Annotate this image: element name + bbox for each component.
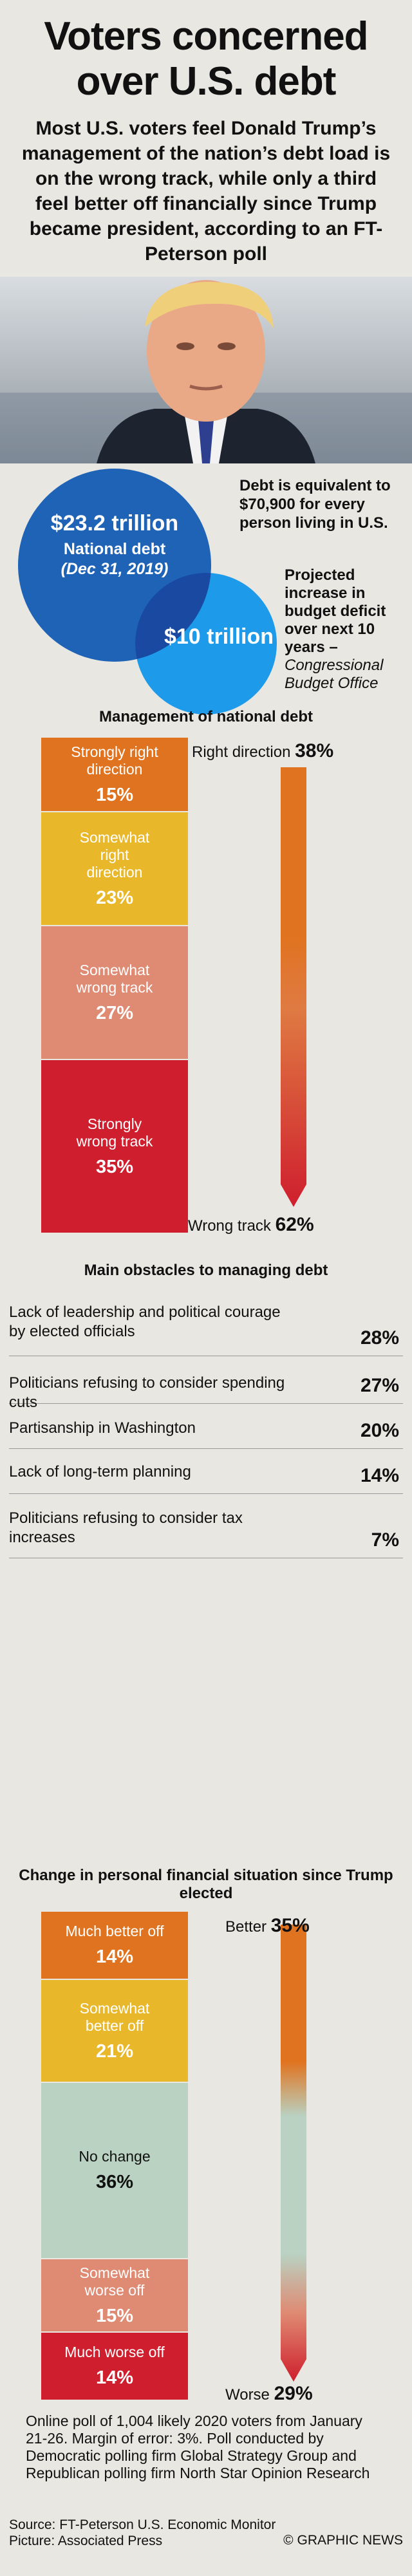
bar-segment: Somewhat better off 21% bbox=[41, 1980, 188, 2083]
bar-segment-value: 35% bbox=[95, 1156, 134, 1177]
bar-segment-value: 15% bbox=[95, 784, 134, 805]
bar-segment: Strongly wrong track 35% bbox=[41, 1060, 188, 1234]
title-line-2: over U.S. debt bbox=[76, 59, 337, 104]
bar-segment: Strongly right direction 15% bbox=[41, 738, 188, 812]
better-label: Better bbox=[225, 1918, 267, 1936]
deficit-note-text: Projected increase in budget deficit ove… bbox=[285, 566, 386, 656]
bar-segment: Much better off 14% bbox=[41, 1912, 188, 1980]
finance-chart-title: Change in personal financial situation s… bbox=[19, 1867, 393, 1902]
obstacle-row: Partisanship in Washington 20% bbox=[9, 1410, 403, 1449]
worse-label: Worse bbox=[225, 2386, 270, 2403]
obstacle-label: Politicians refusing to consider spendin… bbox=[9, 1374, 285, 1411]
bar-segment-value: 23% bbox=[95, 887, 134, 908]
bar-segment-value: 21% bbox=[95, 2040, 134, 2062]
bar-segment-label: Somewhat right direction bbox=[79, 828, 150, 881]
obstacle-row: Politicians refusing to consider tax inc… bbox=[9, 1500, 403, 1558]
source-line: Source: FT-Peterson U.S. Economic Monito… bbox=[9, 2517, 276, 2532]
circle-overlap bbox=[135, 573, 211, 662]
bar-segment-label: No change bbox=[79, 2148, 151, 2165]
bar-segment-label: Somewhat better off bbox=[79, 1999, 150, 2034]
bar-segment-label: Strongly wrong track bbox=[76, 1115, 153, 1150]
deficit-note: Projected increase in budget deficit ove… bbox=[285, 566, 410, 693]
portrait-illustration bbox=[0, 277, 412, 463]
bar-segment-value: 14% bbox=[95, 2367, 134, 2388]
picture-credit: Picture: Associated Press bbox=[9, 2534, 163, 2548]
bar-segment-value: 14% bbox=[95, 1946, 134, 1967]
bar-segment-label: Strongly right direction bbox=[71, 743, 158, 778]
right-direction-total: Right direction 38% bbox=[192, 740, 333, 762]
bar-segment: Somewhat right direction 23% bbox=[41, 812, 188, 926]
bar-segment-label: Somewhat worse off bbox=[79, 2264, 150, 2299]
better-value: 35% bbox=[270, 1915, 310, 1936]
bar-segment-value: 27% bbox=[95, 1002, 134, 1023]
wrong-track-label: Wrong track bbox=[188, 1217, 271, 1235]
management-chart-title: Management of national debt bbox=[98, 708, 313, 725]
bar-segment: Much worse off 14% bbox=[41, 2333, 188, 2401]
obstacles-title: Main obstacles to managing debt bbox=[84, 1262, 328, 1279]
national-debt-date: (Dec 31, 2019) bbox=[61, 560, 169, 578]
bar-segment: Somewhat wrong track 27% bbox=[41, 926, 188, 1060]
deficit-note-source: Congressional Budget Office bbox=[285, 657, 384, 692]
deficit-value: $10 trillion bbox=[164, 624, 274, 649]
obstacle-row: Lack of long-term planning 14% bbox=[9, 1453, 403, 1494]
credits: Source: FT-Peterson U.S. Economic Monito… bbox=[9, 2517, 402, 2549]
national-debt-label: National debt (Dec 31, 2019) bbox=[37, 539, 192, 579]
wrong-track-value: 62% bbox=[275, 1214, 314, 1235]
debt-section: $23.2 trillion National debt (Dec 31, 20… bbox=[0, 463, 412, 714]
poll-footnote: Online poll of 1,004 likely 2020 voters … bbox=[26, 2413, 370, 2481]
finance-arrow bbox=[281, 1925, 306, 2382]
management-arrow bbox=[281, 767, 306, 1207]
obstacle-label: Partisanship in Washington bbox=[9, 1419, 196, 1437]
obstacle-row: Lack of leadership and political courage… bbox=[9, 1294, 403, 1356]
obstacle-value: 20% bbox=[360, 1420, 399, 1441]
right-direction-value: 38% bbox=[295, 740, 334, 761]
obstacle-label: Lack of long-term planning bbox=[9, 1463, 191, 1480]
obstacle-value: 27% bbox=[360, 1375, 399, 1396]
management-bar: Strongly right direction 15% Somewhat righ… bbox=[41, 738, 188, 1234]
graphic-news-logo: © GRAPHIC NEWS bbox=[283, 2533, 403, 2548]
obstacle-label: Politicians refusing to consider tax inc… bbox=[9, 1509, 243, 1546]
right-direction-label: Right direction bbox=[192, 743, 291, 761]
bar-segment-value: 15% bbox=[95, 2305, 134, 2326]
worse-value: 29% bbox=[274, 2383, 313, 2404]
finance-bar: Much better off 14% Somewhat better off 21%… bbox=[41, 1912, 188, 2401]
obstacle-value: 7% bbox=[371, 1529, 399, 1551]
obstacle-value: 14% bbox=[360, 1465, 399, 1486]
title-line-1: Voters concerned bbox=[44, 14, 368, 59]
worse-total: Worse 29% bbox=[225, 2383, 313, 2405]
bar-segment-label: Much worse off bbox=[64, 2344, 165, 2360]
trump-photo bbox=[0, 277, 412, 463]
bar-segment-label: Much better off bbox=[65, 1923, 164, 1939]
debt-per-person-note: Debt is equivalent to $70,900 for every … bbox=[239, 477, 391, 532]
wrong-track-total: Wrong track 62% bbox=[188, 1214, 314, 1236]
page-title: Voters concerned over U.S. debt bbox=[0, 14, 412, 104]
obstacle-row: Politicians refusing to consider spendin… bbox=[9, 1365, 403, 1411]
better-total: Better 35% bbox=[225, 1915, 310, 1937]
bar-segment: Somewhat worse off 15% bbox=[41, 2259, 188, 2333]
obstacle-label: Lack of leadership and political courage… bbox=[9, 1303, 281, 1340]
bar-segment-value: 36% bbox=[95, 2172, 134, 2192]
national-debt-caption: National debt bbox=[63, 540, 166, 558]
obstacle-value: 28% bbox=[360, 1327, 399, 1349]
intro-text: Most U.S. voters feel Donald Trump’s man… bbox=[21, 118, 391, 265]
bar-segment-label: Somewhat wrong track bbox=[76, 961, 153, 996]
bar-segment: No change 36% bbox=[41, 2083, 188, 2259]
national-debt-value: $23.2 trillion bbox=[50, 511, 179, 536]
